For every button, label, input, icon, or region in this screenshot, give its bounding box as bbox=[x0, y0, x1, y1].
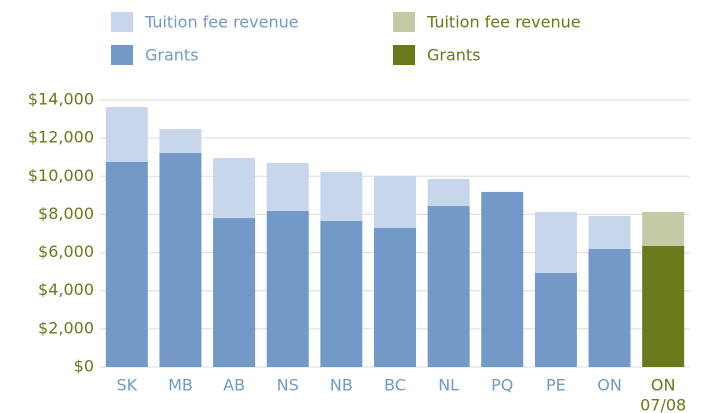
legend-swatch bbox=[111, 12, 133, 32]
bar-segment bbox=[534, 272, 577, 367]
bar-segment bbox=[105, 107, 148, 162]
legend-swatch bbox=[393, 45, 415, 65]
bar-segment bbox=[427, 178, 470, 207]
legend-swatch bbox=[393, 12, 415, 32]
bar-segment bbox=[374, 227, 416, 367]
legend-swatch bbox=[111, 45, 133, 65]
y-tick-label: $10,000 bbox=[28, 166, 94, 185]
legend-label: Grants bbox=[145, 46, 199, 65]
bar-segment bbox=[159, 128, 202, 154]
bar-segment bbox=[159, 153, 202, 367]
x-tick-label: NS bbox=[277, 376, 299, 395]
y-tick-label: $2,000 bbox=[38, 318, 94, 337]
bar-segment bbox=[642, 211, 685, 246]
bar-segment bbox=[213, 157, 256, 219]
bar-segment bbox=[266, 210, 309, 367]
bar-segment bbox=[320, 171, 363, 221]
x-tick-label: AB bbox=[223, 376, 245, 395]
bar-segment bbox=[320, 220, 363, 367]
bar-segment bbox=[588, 215, 631, 249]
y-tick-label: $12,000 bbox=[28, 128, 94, 147]
bar-segment bbox=[266, 162, 309, 211]
y-tick-label: $4,000 bbox=[38, 280, 94, 299]
bar-segment bbox=[642, 245, 685, 367]
x-tick-label: ON bbox=[651, 376, 676, 395]
x-tick-sublabel: 07/08 bbox=[640, 396, 686, 413]
x-tick-label: NB bbox=[330, 376, 353, 395]
x-tick-label: SK bbox=[116, 376, 137, 395]
x-tick-label: MB bbox=[168, 376, 193, 395]
y-tick-label: $6,000 bbox=[38, 242, 94, 261]
bar-segment bbox=[105, 161, 148, 367]
legend-label: Grants bbox=[427, 46, 481, 65]
x-tick-label: ON bbox=[597, 376, 622, 395]
bar-segment bbox=[427, 206, 470, 367]
y-tick-label: $8,000 bbox=[38, 204, 94, 223]
x-tick-label: BC bbox=[384, 376, 406, 395]
x-tick-label: PQ bbox=[491, 376, 513, 395]
x-tick-label: NL bbox=[438, 376, 459, 395]
bar-segment bbox=[374, 175, 416, 228]
y-tick-label: $0 bbox=[74, 357, 94, 376]
bar-segment bbox=[481, 191, 524, 367]
bar-segment bbox=[534, 211, 577, 273]
bar-segment bbox=[213, 218, 256, 367]
y-tick-label: $14,000 bbox=[28, 90, 94, 109]
x-tick-label: PE bbox=[546, 376, 566, 395]
legend-label: Tuition fee revenue bbox=[426, 13, 581, 32]
legend-label: Tuition fee revenue bbox=[144, 13, 299, 32]
bar-segment bbox=[588, 248, 631, 367]
